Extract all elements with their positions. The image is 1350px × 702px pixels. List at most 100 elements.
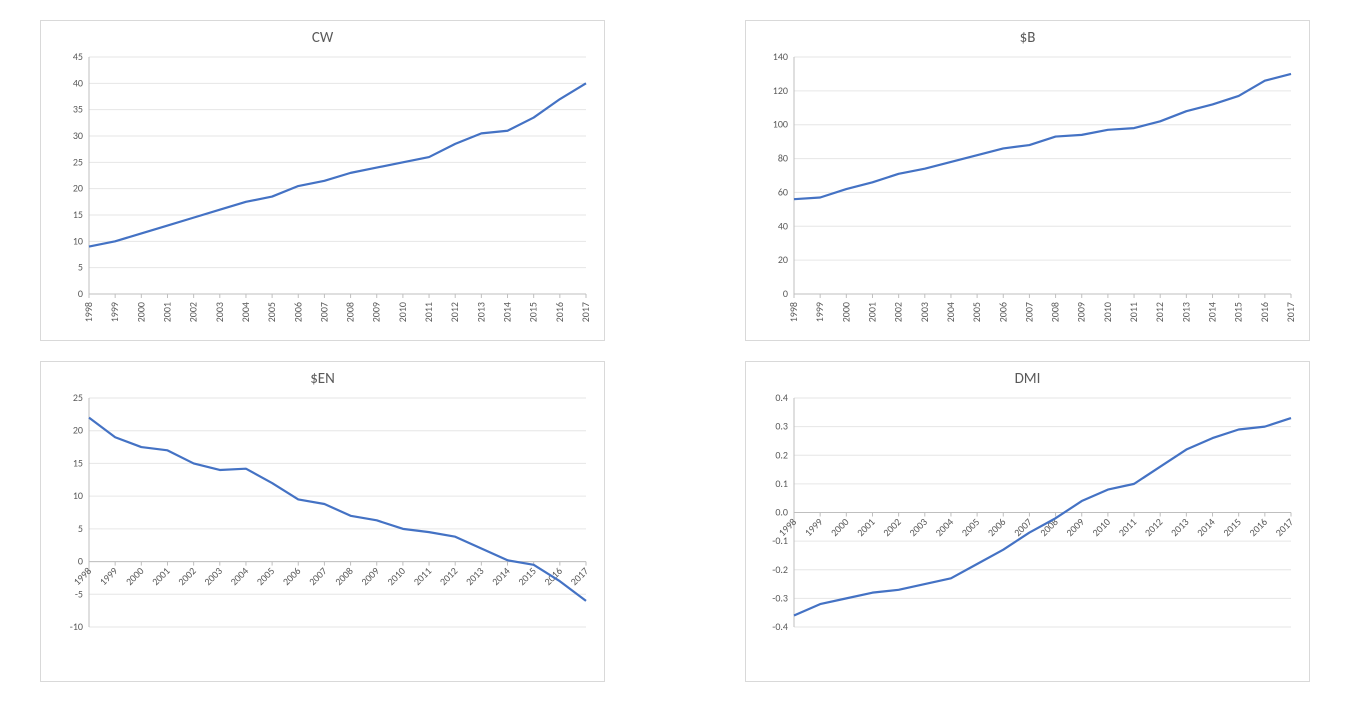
svg-text:2000: 2000 [134, 302, 147, 322]
svg-text:25: 25 [73, 392, 83, 404]
svg-text:1999: 1999 [802, 515, 826, 539]
svg-text:2003: 2003 [213, 302, 226, 322]
svg-text:2015: 2015 [1220, 515, 1244, 539]
svg-text:1998: 1998 [71, 565, 95, 589]
svg-text:2003: 2003 [918, 302, 931, 322]
svg-text:100: 100 [773, 118, 788, 131]
svg-text:2001: 2001 [865, 302, 878, 322]
svg-text:40: 40 [73, 76, 83, 89]
svg-text:80: 80 [778, 152, 788, 165]
svg-text:2010: 2010 [384, 565, 408, 589]
chart-title: DMI [746, 362, 1309, 392]
chart-svg-en: -10-505101520251998199920002001200220032… [51, 392, 594, 671]
svg-text:2014: 2014 [489, 565, 513, 589]
svg-text:0: 0 [78, 555, 83, 568]
charts-grid: CW 0510152025303540451998199920002001200… [0, 0, 1350, 702]
svg-text:0: 0 [78, 287, 83, 300]
svg-text:2002: 2002 [880, 515, 904, 539]
svg-text:2009: 2009 [1075, 302, 1088, 322]
svg-text:2011: 2011 [1116, 515, 1140, 539]
svg-text:5: 5 [78, 522, 83, 535]
svg-text:1998: 1998 [787, 302, 800, 322]
chart-title: $B [746, 21, 1309, 51]
svg-text:140: 140 [773, 51, 788, 63]
svg-text:2016: 2016 [553, 302, 566, 322]
plot-area: 0204060801001201401998199920002001200220… [756, 51, 1299, 330]
svg-text:2005: 2005 [970, 302, 983, 322]
svg-text:40: 40 [778, 219, 788, 232]
chart-panel-cw: CW 0510152025303540451998199920002001200… [40, 20, 605, 341]
svg-text:1999: 1999 [813, 302, 826, 322]
svg-text:2004: 2004 [933, 515, 957, 539]
svg-text:2011: 2011 [411, 565, 435, 589]
svg-text:2005: 2005 [265, 302, 278, 322]
svg-text:20: 20 [73, 424, 83, 437]
svg-text:10: 10 [73, 234, 83, 247]
svg-text:2014: 2014 [501, 302, 514, 322]
svg-text:-5: -5 [75, 587, 83, 600]
svg-text:2008: 2008 [1049, 302, 1062, 322]
svg-text:2002: 2002 [892, 302, 905, 322]
svg-text:35: 35 [73, 103, 83, 116]
svg-text:2002: 2002 [187, 302, 200, 322]
chart-title: $EN [41, 362, 604, 392]
svg-text:2017: 2017 [568, 565, 592, 589]
svg-text:20: 20 [73, 182, 83, 195]
svg-text:2005: 2005 [959, 515, 983, 539]
svg-text:2017: 2017 [1273, 515, 1297, 539]
svg-text:2012: 2012 [1153, 302, 1166, 322]
svg-text:20: 20 [778, 253, 788, 266]
chart-svg-b: 0204060801001201401998199920002001200220… [756, 51, 1299, 330]
svg-text:-0.4: -0.4 [772, 620, 788, 633]
svg-text:2000: 2000 [828, 515, 852, 539]
svg-text:10: 10 [73, 489, 83, 502]
svg-text:2007: 2007 [306, 565, 330, 589]
svg-text:2002: 2002 [175, 565, 199, 589]
svg-text:-0.2: -0.2 [772, 563, 788, 576]
svg-text:1999: 1999 [97, 565, 121, 589]
svg-text:2004: 2004 [944, 302, 957, 322]
svg-text:2010: 2010 [1089, 515, 1113, 539]
svg-text:15: 15 [73, 208, 83, 221]
svg-text:2011: 2011 [1127, 302, 1140, 322]
chart-svg-dmi: -0.4-0.3-0.2-0.10.00.10.20.30.4199819992… [756, 392, 1299, 671]
svg-text:2006: 2006 [280, 565, 304, 589]
plot-area: -10-505101520251998199920002001200220032… [51, 392, 594, 671]
svg-text:2009: 2009 [358, 565, 382, 589]
svg-text:2017: 2017 [579, 302, 592, 322]
svg-text:1998: 1998 [82, 302, 95, 322]
svg-text:2010: 2010 [1101, 302, 1114, 322]
svg-text:2017: 2017 [1284, 302, 1297, 322]
svg-text:120: 120 [773, 84, 788, 97]
svg-text:2012: 2012 [1142, 515, 1166, 539]
svg-text:2013: 2013 [474, 302, 487, 322]
svg-text:2012: 2012 [437, 565, 461, 589]
plot-area: -0.4-0.3-0.2-0.10.00.10.20.30.4199819992… [756, 392, 1299, 671]
svg-text:0.2: 0.2 [775, 448, 788, 461]
svg-text:0.1: 0.1 [775, 477, 788, 490]
svg-text:2009: 2009 [1063, 515, 1087, 539]
svg-text:2007: 2007 [317, 302, 330, 322]
svg-text:2007: 2007 [1022, 302, 1035, 322]
svg-text:2014: 2014 [1194, 515, 1218, 539]
svg-text:2014: 2014 [1206, 302, 1219, 322]
svg-text:15: 15 [73, 456, 83, 469]
svg-text:0.4: 0.4 [775, 392, 788, 404]
svg-text:2010: 2010 [396, 302, 409, 322]
svg-text:2004: 2004 [228, 565, 252, 589]
svg-text:30: 30 [73, 129, 83, 142]
svg-text:1999: 1999 [108, 302, 121, 322]
svg-text:2003: 2003 [906, 515, 930, 539]
svg-text:2004: 2004 [239, 302, 252, 322]
svg-text:2011: 2011 [422, 302, 435, 322]
svg-text:2006: 2006 [291, 302, 304, 322]
svg-text:2006: 2006 [985, 515, 1009, 539]
svg-text:2015: 2015 [527, 302, 540, 322]
svg-text:5: 5 [78, 261, 83, 274]
svg-text:0: 0 [783, 287, 788, 300]
chart-svg-cw: 0510152025303540451998199920002001200220… [51, 51, 594, 330]
svg-text:2015: 2015 [1232, 302, 1245, 322]
svg-text:2015: 2015 [515, 565, 539, 589]
svg-text:0.3: 0.3 [775, 420, 788, 433]
svg-text:2013: 2013 [1168, 515, 1192, 539]
